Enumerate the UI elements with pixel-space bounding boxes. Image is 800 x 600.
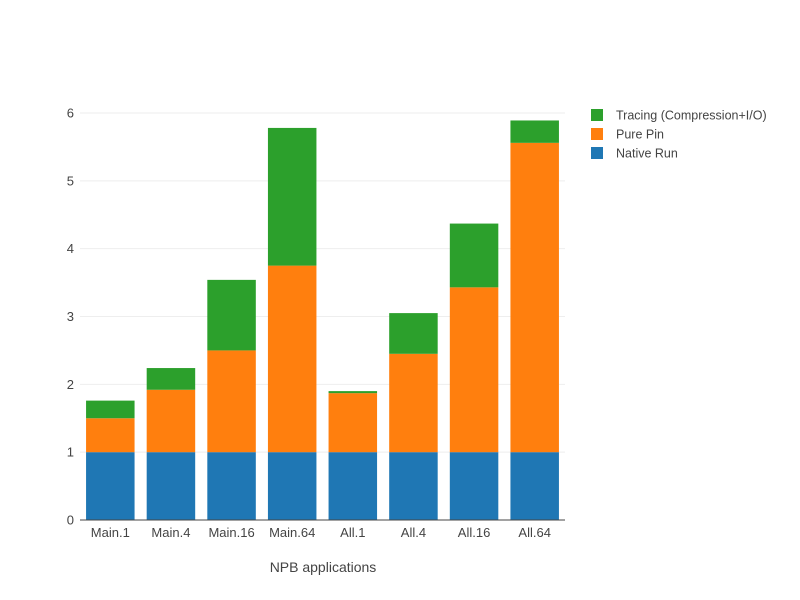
bar-segment bbox=[207, 350, 256, 453]
x-tick-label: All.1 bbox=[340, 525, 365, 540]
legend-label: Tracing (Compression+I/O) bbox=[616, 109, 767, 123]
y-tick-label: 4 bbox=[67, 241, 74, 256]
bar-segment bbox=[328, 393, 378, 453]
bars bbox=[86, 120, 559, 520]
legend-swatch bbox=[591, 147, 603, 159]
x-tick-label: All.64 bbox=[518, 525, 551, 540]
bar-segment bbox=[207, 279, 256, 351]
legend-label: Pure Pin bbox=[616, 128, 664, 142]
x-tick-label: Main.1 bbox=[91, 525, 130, 540]
bar-segment bbox=[86, 418, 135, 453]
y-tick-label: 6 bbox=[67, 106, 74, 121]
bar-segment bbox=[449, 452, 499, 520]
bar-segment bbox=[328, 452, 378, 520]
x-tick-label: Main.4 bbox=[151, 525, 190, 540]
x-tick-label: All.4 bbox=[401, 525, 426, 540]
bar-segment bbox=[389, 452, 438, 520]
legend-swatch bbox=[591, 109, 603, 121]
bar-segment bbox=[389, 313, 438, 354]
bar-segment bbox=[510, 120, 559, 143]
bar-segment bbox=[207, 452, 256, 520]
bar-segment bbox=[86, 452, 135, 520]
bar-segment bbox=[267, 265, 317, 453]
y-tick-label: 2 bbox=[67, 377, 74, 392]
bar-segment bbox=[267, 127, 317, 266]
y-tick-label: 5 bbox=[67, 173, 74, 188]
x-tick-label: Main.16 bbox=[208, 525, 254, 540]
bar-segment bbox=[449, 223, 499, 288]
bar-segment bbox=[510, 142, 559, 453]
bar-segment bbox=[86, 400, 135, 419]
bar-segment bbox=[449, 287, 499, 453]
y-tick-label: 3 bbox=[67, 309, 74, 324]
legend: Tracing (Compression+I/O) Pure Pin Native … bbox=[591, 109, 767, 161]
bar-segment bbox=[328, 391, 378, 394]
bar-segment bbox=[510, 452, 559, 520]
legend-label: Native Run bbox=[616, 147, 678, 161]
x-tick-label: All.16 bbox=[458, 525, 491, 540]
bar-segment bbox=[146, 452, 196, 520]
y-tick-label: 0 bbox=[67, 513, 74, 528]
legend-swatch bbox=[591, 128, 603, 140]
bar-segment bbox=[389, 353, 438, 453]
bar-segment bbox=[146, 368, 196, 390]
axes: 0 1 2 3 4 5 6 Main.1 Main.4 Main.16 Main.64 All.1 Al… bbox=[67, 106, 565, 540]
bar-segment bbox=[267, 452, 317, 520]
y-tick-label: 1 bbox=[67, 445, 74, 460]
x-tick-label: Main.64 bbox=[269, 525, 315, 540]
bar-segment bbox=[146, 389, 196, 453]
x-axis-title: NPB applications bbox=[270, 559, 377, 575]
